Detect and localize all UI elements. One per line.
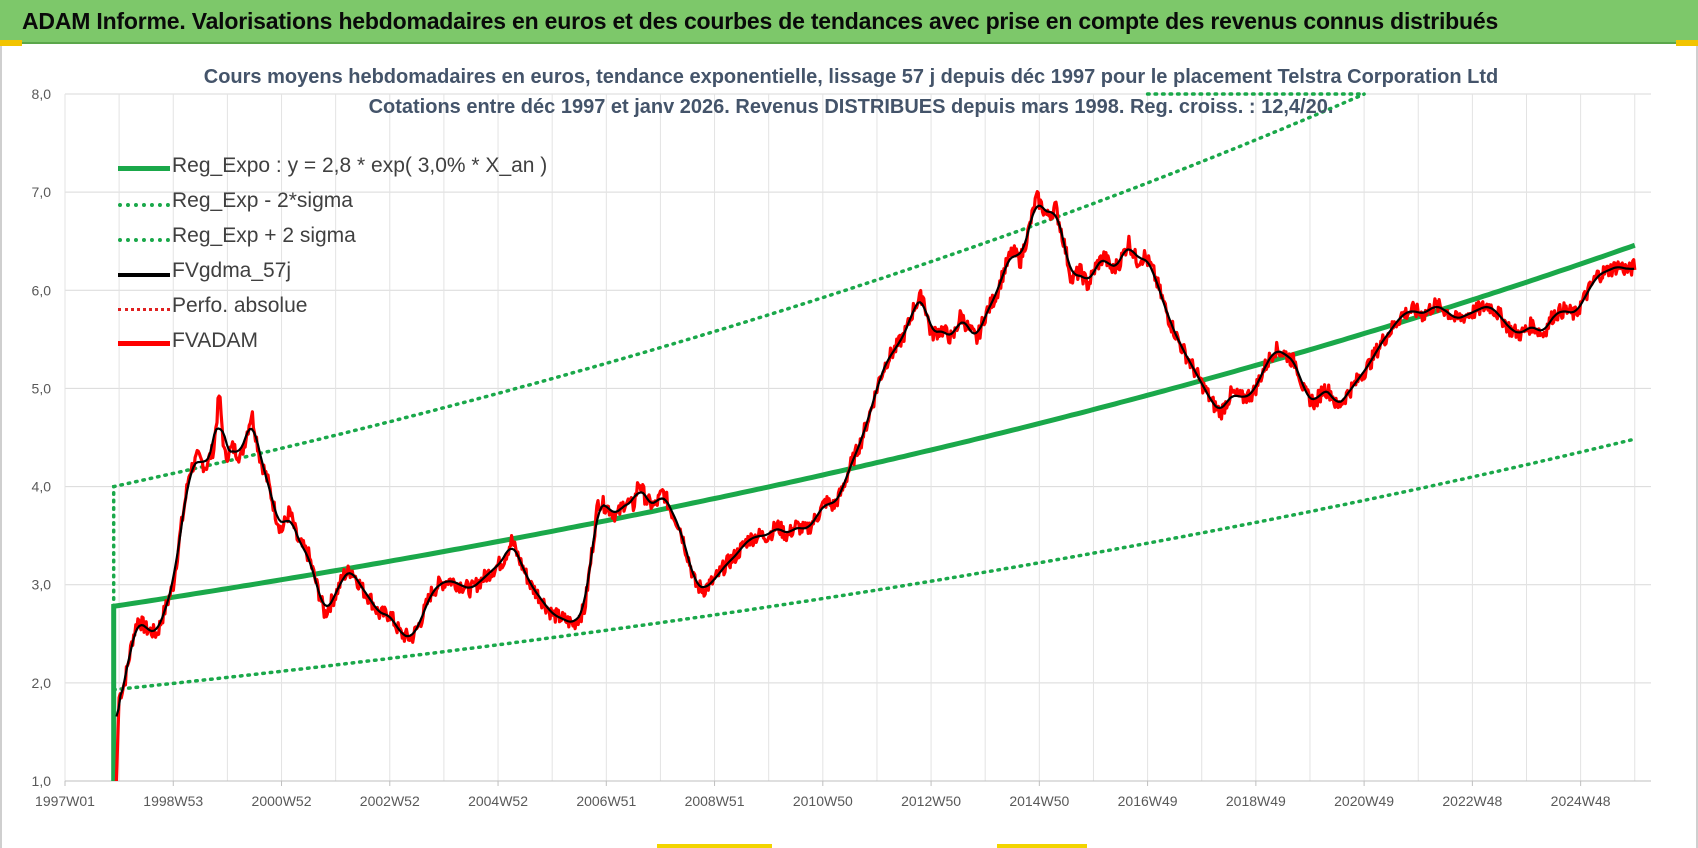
- reg-minus-sigma-line: [111, 437, 1637, 692]
- header-corner-right: [1676, 40, 1698, 46]
- fvgdma-line: [115, 204, 1635, 717]
- header-corner-left: [0, 40, 22, 46]
- x-axis-ticks: 1997W01 1998W53 2000W52 2002W52 2004W52 2006W…: [35, 781, 1611, 809]
- x-tick-label: 2018W49: [1226, 793, 1286, 809]
- y-axis-ticks: 1,0 2,0 3,0 4,0 5,0 6,0 7,0 8,0: [32, 86, 52, 789]
- x-tick-label: 2000W52: [252, 793, 312, 809]
- reg-plus-sigma-line: [111, 92, 1367, 616]
- x-tick-label: 2004W52: [468, 793, 528, 809]
- y-tick-label: 7,0: [32, 184, 52, 200]
- legend-label-fvgdma: FVgdma_57j: [172, 259, 292, 282]
- grid: [64, 93, 1651, 782]
- legend-item-fvadam: FVADAM: [118, 329, 548, 359]
- x-tick-label: 2008W51: [685, 793, 745, 809]
- y-tick-label: 8,0: [32, 86, 52, 102]
- chart-title-line-2: Cotations entre déc 1997 et janv 2026. R…: [368, 96, 1334, 118]
- legend-swatch-reg-minus: [118, 203, 170, 207]
- legend-item-perfo: Perfo. absolue: [118, 294, 548, 324]
- legend-label-fvadam: FVADAM: [172, 329, 258, 352]
- legend-label-reg-plus: Reg_Exp + 2 sigma: [172, 224, 356, 247]
- x-tick-label: 1998W53: [143, 793, 203, 809]
- legend-label-reg-expo: Reg_Expo : y = 2,8 * exp( 3,0% * X_an ): [172, 154, 548, 177]
- legend-label-reg-minus: Reg_Exp - 2*sigma: [172, 189, 353, 212]
- x-tick-label: 2006W51: [576, 793, 636, 809]
- series-group: [111, 92, 1637, 782]
- x-tick-label: 1997W01: [35, 793, 95, 809]
- legend-label-perfo: Perfo. absolue: [172, 294, 308, 317]
- y-tick-label: 2,0: [32, 675, 52, 691]
- y-tick-label: 1,0: [32, 773, 52, 789]
- legend-swatch-reg-expo: [118, 166, 170, 171]
- reg-expo-line: [111, 242, 1636, 781]
- y-tick-label: 5,0: [32, 380, 52, 396]
- legend-item-reg-plus: Reg_Exp + 2 sigma: [118, 224, 548, 254]
- x-tick-label: 2020W49: [1334, 793, 1394, 809]
- x-tick-label: 2014W50: [1009, 793, 1069, 809]
- y-tick-label: 3,0: [32, 577, 52, 593]
- x-tick-label: 2022W48: [1442, 793, 1502, 809]
- legend-swatch-perfo: [118, 308, 170, 311]
- bottom-highlight-1: [657, 844, 772, 848]
- x-tick-label: 2002W52: [360, 793, 420, 809]
- legend-item-reg-minus: Reg_Exp - 2*sigma: [118, 189, 548, 219]
- chart-svg: 1,0 2,0 3,0 4,0 5,0 6,0 7,0 8,0 1997W01 1998W53 2…: [32, 86, 1651, 809]
- bottom-highlight-2: [997, 844, 1087, 848]
- legend-item-fvgdma: FVgdma_57j: [118, 259, 548, 289]
- y-tick-label: 6,0: [32, 282, 52, 298]
- legend-swatch-fvadam: [118, 341, 170, 346]
- x-tick-label: 2012W50: [901, 793, 961, 809]
- chart-area: 1,0 2,0 3,0 4,0 5,0 6,0 7,0 8,0 1997W01 1998W53 2…: [0, 46, 1698, 848]
- y-tick-label: 4,0: [32, 479, 52, 495]
- x-tick-label: 2016W49: [1118, 793, 1178, 809]
- x-tick-label: 2010W50: [793, 793, 853, 809]
- legend-swatch-reg-plus: [118, 238, 170, 242]
- legend-item-reg-expo: Reg_Expo : y = 2,8 * exp( 3,0% * X_an ): [118, 154, 548, 184]
- x-tick-label: 2024W48: [1551, 793, 1611, 809]
- chart-title-line-1: Cours moyens hebdomadaires en euros, ten…: [203, 66, 1499, 88]
- header-bar: ADAM Informe. Valorisations hebdomadaire…: [0, 0, 1698, 44]
- page-title: ADAM Informe. Valorisations hebdomadaire…: [22, 8, 1499, 34]
- legend-swatch-fvgdma: [118, 273, 170, 277]
